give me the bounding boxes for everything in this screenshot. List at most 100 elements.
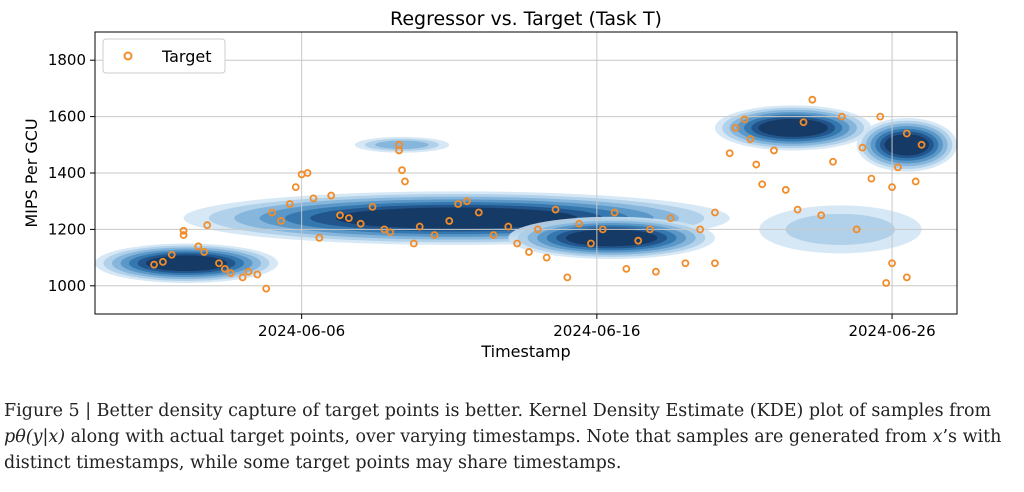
caption-label: Figure 5 | [4, 401, 92, 421]
target-point [758, 180, 767, 189]
target-point [356, 219, 365, 228]
x-tick-label: 2024-06-06 [258, 322, 345, 340]
y-tick-label: 1400 [48, 164, 86, 182]
target-point [598, 225, 607, 234]
legend-marker [123, 51, 133, 61]
target-point [725, 149, 734, 158]
target-point [277, 217, 285, 225]
grid [95, 32, 957, 314]
target-point [911, 177, 920, 186]
target-point [401, 177, 409, 186]
target-point [463, 197, 471, 206]
target-point [454, 200, 463, 208]
target-point [430, 231, 439, 239]
caption-math-1: pθ(y|x) [4, 427, 66, 447]
x-tick-label: 2024-06-16 [553, 322, 640, 340]
target-point [666, 214, 675, 223]
target-point [646, 225, 654, 234]
y-tick-label: 1000 [48, 277, 86, 295]
target-point [681, 259, 690, 268]
target-point [386, 228, 395, 237]
target-point [867, 174, 876, 183]
target-point [238, 273, 247, 282]
target-point [504, 222, 513, 231]
target-point [770, 146, 778, 155]
target-point [336, 211, 344, 220]
target-point [344, 214, 353, 223]
target-point [445, 217, 454, 225]
target-points [150, 95, 926, 293]
target-point [882, 279, 891, 287]
target-point [150, 260, 158, 269]
target-point [610, 208, 619, 217]
target-point [409, 239, 418, 248]
target-point [622, 264, 631, 273]
caption-body-2: along with actual target points, over va… [65, 427, 933, 447]
caption-body-3: ’s with distinct timestamps, while some … [4, 427, 1002, 473]
target-point [740, 115, 749, 124]
target-point [525, 248, 533, 256]
target-point [215, 259, 223, 268]
target-point [902, 273, 911, 282]
caption-body-1: Kernel Density Estimate (KDE) plot of sa… [528, 401, 992, 421]
target-point [817, 211, 826, 220]
target-point [711, 259, 719, 268]
kde-contour [884, 134, 930, 156]
target-point [696, 225, 705, 234]
target-point [533, 225, 542, 234]
target-point [752, 160, 761, 169]
target-point [799, 118, 808, 127]
target-point [309, 194, 318, 203]
target-point [746, 135, 755, 144]
target-point [563, 273, 572, 282]
target-point [808, 95, 817, 104]
target-point [894, 163, 902, 172]
target-point [793, 205, 802, 214]
kde-contour [758, 118, 828, 137]
y-tick-label: 1600 [48, 108, 86, 126]
x-axis-label: Timestamp [480, 342, 570, 361]
legend: Target [102, 38, 226, 74]
target-point [513, 239, 522, 248]
target-point [731, 123, 740, 132]
target-point [315, 233, 324, 242]
target-point [203, 221, 212, 230]
chart-title: Regressor vs. Target (Task T) [390, 8, 662, 30]
target-point [285, 200, 294, 208]
target-point [327, 191, 336, 200]
target-point [220, 264, 229, 273]
kde-density-layer [95, 105, 957, 283]
target-point [837, 112, 846, 121]
target-point [179, 226, 188, 235]
target-point [380, 225, 389, 234]
target-point [902, 129, 911, 138]
target-point [194, 242, 203, 251]
caption-lead: Better density capture of target points … [96, 401, 524, 421]
target-point [634, 236, 643, 245]
target-point [876, 112, 885, 121]
target-point [179, 231, 188, 239]
y-tick-label: 1800 [48, 51, 86, 69]
target-point [781, 186, 790, 194]
target-point [244, 267, 253, 276]
target-point [268, 208, 277, 217]
target-point [852, 225, 861, 234]
target-point [167, 250, 176, 259]
target-point [858, 143, 867, 152]
target-point [711, 208, 719, 217]
legend-label-target: Target [161, 47, 212, 66]
target-point [829, 157, 837, 166]
target-point [575, 219, 584, 228]
target-point [262, 284, 271, 293]
kde-contour [565, 229, 658, 247]
caption-math-2: x [932, 427, 943, 447]
target-point [888, 259, 896, 268]
target-point [551, 205, 560, 214]
target-point [253, 270, 262, 279]
kde-contour [335, 207, 578, 229]
target-point [474, 208, 483, 217]
axis-ticks: 1000 1200 1400 1600 1800 2024-06-06 2024-06-16… [48, 51, 936, 340]
x-tick-label: 2024-06-26 [848, 322, 935, 340]
kde-scatter-chart: 1000 1200 1400 1600 1800 2024-06-06 2024-06-16… [22, 8, 958, 361]
target-point [587, 239, 595, 248]
